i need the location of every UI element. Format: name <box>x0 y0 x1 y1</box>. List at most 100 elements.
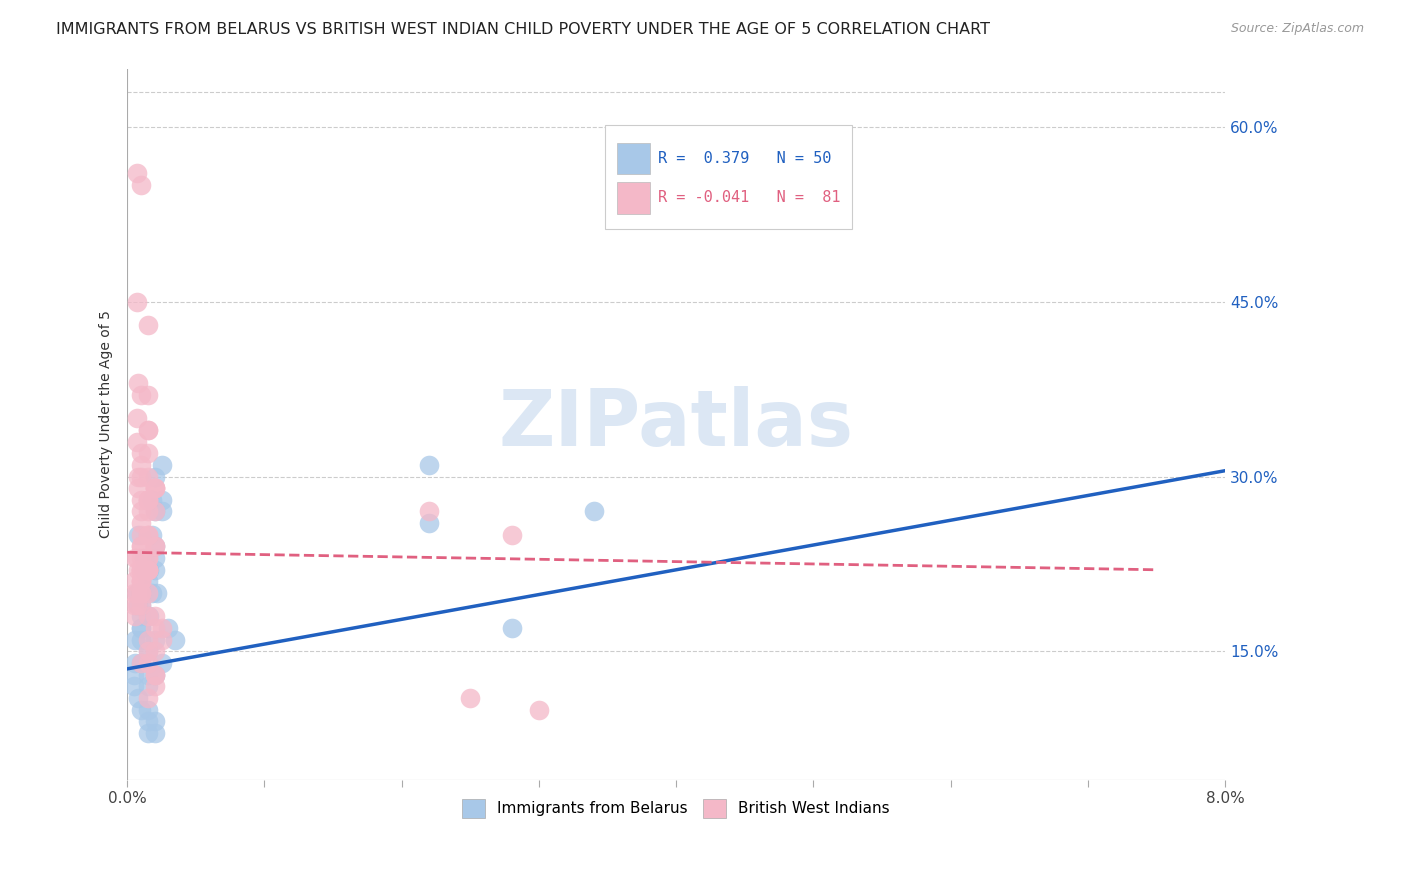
Point <box>143 504 166 518</box>
Point <box>143 540 166 554</box>
Point <box>127 563 149 577</box>
Text: R =  0.379   N = 50: R = 0.379 N = 50 <box>658 152 831 166</box>
Point <box>143 621 166 635</box>
Point <box>582 504 605 518</box>
Point <box>150 621 173 635</box>
Point <box>143 667 166 681</box>
Point <box>129 586 152 600</box>
Point <box>129 551 152 566</box>
Point <box>127 598 149 612</box>
FancyBboxPatch shape <box>617 144 650 175</box>
Point <box>143 481 166 495</box>
FancyBboxPatch shape <box>617 182 650 213</box>
Point <box>136 469 159 483</box>
Point <box>136 551 159 566</box>
Point <box>136 563 159 577</box>
Point <box>143 609 166 624</box>
Point <box>122 667 145 681</box>
Point <box>527 703 550 717</box>
Point <box>136 679 159 693</box>
Point <box>125 586 148 600</box>
Point <box>136 726 159 740</box>
Point <box>418 516 440 530</box>
Point <box>136 703 159 717</box>
Point <box>138 609 160 624</box>
Point <box>125 434 148 449</box>
Point <box>129 574 152 589</box>
Point <box>125 411 148 425</box>
Point <box>129 446 152 460</box>
Point <box>136 423 159 437</box>
Point <box>125 586 148 600</box>
Point <box>150 656 173 670</box>
Point <box>150 458 173 472</box>
Point <box>129 586 152 600</box>
Point <box>129 540 152 554</box>
Point <box>146 586 169 600</box>
Point <box>418 458 440 472</box>
Point <box>136 586 159 600</box>
Point <box>136 609 159 624</box>
Point <box>127 481 149 495</box>
Point <box>143 667 166 681</box>
Point <box>157 621 180 635</box>
Point <box>141 586 163 600</box>
Point <box>129 563 152 577</box>
Point <box>141 492 163 507</box>
Point <box>129 563 152 577</box>
Text: Source: ZipAtlas.com: Source: ZipAtlas.com <box>1230 22 1364 36</box>
Point <box>143 679 166 693</box>
Point <box>132 563 155 577</box>
Point <box>501 528 523 542</box>
Point <box>136 563 159 577</box>
Point <box>136 563 159 577</box>
Point <box>127 376 149 391</box>
Point <box>136 528 159 542</box>
Point <box>136 423 159 437</box>
Point <box>127 528 149 542</box>
Point <box>122 598 145 612</box>
Point <box>143 714 166 729</box>
Point <box>129 469 152 483</box>
Point <box>124 551 146 566</box>
Point <box>129 656 152 670</box>
Point <box>129 540 152 554</box>
Point <box>122 679 145 693</box>
Point <box>150 492 173 507</box>
Text: R = -0.041   N =  81: R = -0.041 N = 81 <box>658 190 839 205</box>
Point <box>141 528 163 542</box>
Point <box>143 469 166 483</box>
Point <box>125 598 148 612</box>
Point <box>124 632 146 647</box>
Point <box>136 388 159 402</box>
Point <box>136 492 159 507</box>
Point <box>143 632 166 647</box>
Point <box>136 446 159 460</box>
Point <box>129 621 152 635</box>
Point <box>129 656 152 670</box>
Point <box>129 458 152 472</box>
Point <box>125 294 148 309</box>
Point <box>132 563 155 577</box>
Point <box>124 656 146 670</box>
Point <box>122 586 145 600</box>
Text: IMMIGRANTS FROM BELARUS VS BRITISH WEST INDIAN CHILD POVERTY UNDER THE AGE OF 5 : IMMIGRANTS FROM BELARUS VS BRITISH WEST … <box>56 22 990 37</box>
Point <box>150 504 173 518</box>
Point <box>129 703 152 717</box>
Point <box>460 691 482 706</box>
Point <box>143 504 166 518</box>
Point <box>136 691 159 706</box>
Y-axis label: Child Poverty Under the Age of 5: Child Poverty Under the Age of 5 <box>100 310 114 538</box>
Point <box>129 516 152 530</box>
Point <box>136 656 159 670</box>
Point <box>136 667 159 681</box>
Point <box>501 621 523 635</box>
Point <box>129 632 152 647</box>
Point <box>136 492 159 507</box>
Point <box>122 574 145 589</box>
Point <box>136 551 159 566</box>
Point <box>136 504 159 518</box>
Point <box>143 481 166 495</box>
FancyBboxPatch shape <box>605 126 852 228</box>
Point <box>129 563 152 577</box>
